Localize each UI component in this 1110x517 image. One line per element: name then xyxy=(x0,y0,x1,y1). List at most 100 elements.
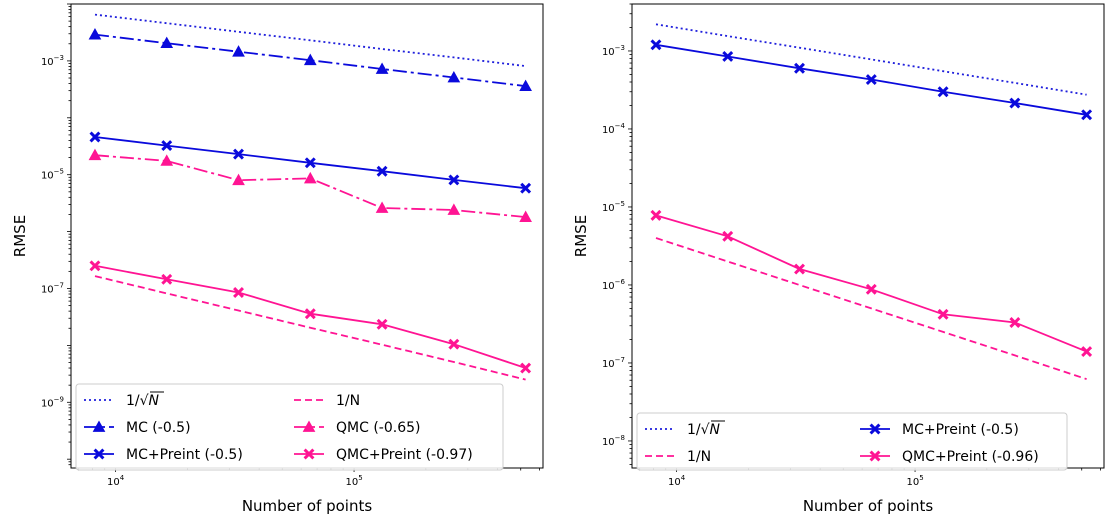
x-marker xyxy=(376,165,388,177)
legend-entry: MC (-0.5) xyxy=(84,420,191,436)
series-1 xyxy=(655,23,1087,96)
x-marker xyxy=(1009,317,1021,328)
x-marker xyxy=(794,263,805,275)
series-line xyxy=(94,13,526,67)
x-marker xyxy=(794,62,805,74)
legend-label: 1/N xyxy=(687,449,711,465)
x-marker xyxy=(1009,97,1021,109)
legend-entry: MC+Preint (-0.5) xyxy=(860,422,1019,438)
chart-panel-1: 104 105 10−3 10−5 10−7 10−9 Number of points RM… xyxy=(11,3,544,515)
legend-box xyxy=(636,412,1068,471)
x-marker xyxy=(304,157,316,169)
triangle-marker xyxy=(302,420,316,432)
x-marker xyxy=(869,423,881,435)
x-marker xyxy=(304,308,316,320)
triangle-marker xyxy=(375,62,389,74)
x-marker xyxy=(865,74,877,86)
legend-entry: MC+Preint (-0.5) xyxy=(84,447,243,463)
series-4 xyxy=(650,209,1093,358)
legend-entry: QMC+Preint (-0.96) xyxy=(860,449,1039,465)
series-4 xyxy=(94,275,526,381)
x-tick-label: 105 xyxy=(906,474,923,488)
legend-entry: 1/√N xyxy=(84,391,164,409)
x-marker xyxy=(376,318,388,330)
series-line xyxy=(94,275,526,381)
legend-label: 1/N xyxy=(336,393,360,409)
series-line xyxy=(655,214,1087,353)
x-marker xyxy=(650,209,662,221)
triangle-marker xyxy=(303,53,317,66)
triangle-marker xyxy=(447,71,461,83)
triangle-marker xyxy=(375,201,389,213)
x-marker xyxy=(869,450,881,462)
axes-frame xyxy=(631,3,1105,469)
y-tick-label: 10−7 xyxy=(41,281,64,295)
x-marker xyxy=(722,51,734,62)
x-marker xyxy=(1081,109,1093,121)
y-tick-label: 10−9 xyxy=(41,395,64,409)
x-marker xyxy=(89,260,101,272)
series-5 xyxy=(88,148,532,222)
legend-label: QMC (-0.65) xyxy=(336,420,420,436)
triangle-marker xyxy=(160,36,174,49)
series-line xyxy=(655,237,1087,380)
legend-label: MC+Preint (-0.5) xyxy=(902,422,1019,438)
x-marker xyxy=(448,338,460,350)
legend-entry: QMC (-0.65) xyxy=(294,420,420,436)
series-2 xyxy=(655,237,1087,380)
legend-label: 1/√N xyxy=(126,393,160,409)
y-tick-label: 10−5 xyxy=(602,200,625,214)
legend-label: QMC+Preint (-0.96) xyxy=(902,449,1039,465)
legend: 1/√N 1/N MC+Preint (-0.5) QMC+Preint (-0.96… xyxy=(636,412,1068,471)
x-marker xyxy=(303,448,315,460)
series-1 xyxy=(94,13,526,67)
x-marker xyxy=(161,140,173,152)
legend-label: QMC+Preint (-0.97) xyxy=(336,447,473,463)
triangle-marker xyxy=(232,173,245,186)
y-tick-label: 10−3 xyxy=(41,54,64,68)
x-marker xyxy=(233,287,244,298)
y-axis-label: RMSE xyxy=(572,215,590,257)
x-marker xyxy=(89,131,101,143)
x-marker xyxy=(161,273,173,285)
x-marker xyxy=(93,448,105,460)
triangle-marker xyxy=(92,420,106,432)
x-marker xyxy=(937,308,949,320)
x-marker xyxy=(520,362,532,374)
y-tick-label: 10−4 xyxy=(602,122,626,136)
x-axis-label: Number of points xyxy=(242,497,373,515)
triangle-marker xyxy=(232,45,245,57)
x-marker xyxy=(650,39,662,51)
series-line xyxy=(655,23,1087,96)
x-marker xyxy=(448,174,460,186)
legend-label: 1/√N xyxy=(687,422,721,438)
legend-box xyxy=(75,383,504,471)
legend-entry: 1/N xyxy=(645,449,711,465)
legend-entry: 1/√N xyxy=(645,420,725,438)
legend-label: MC (-0.5) xyxy=(126,420,191,436)
y-axis-label: RMSE xyxy=(11,215,29,257)
series-3 xyxy=(89,131,532,194)
legend: 1/√N MC (-0.5) MC+Preint (-0.5) 1/N QMC (-0.… xyxy=(75,383,504,471)
triangle-marker xyxy=(519,79,532,92)
y-tick-label: 10−8 xyxy=(602,434,625,448)
y-tick-label: 10−7 xyxy=(602,356,625,370)
series-3 xyxy=(650,39,1093,121)
x-marker xyxy=(520,182,532,194)
x-marker xyxy=(1081,346,1093,358)
series-line xyxy=(94,264,526,369)
x-marker xyxy=(233,148,244,160)
legend-entry: 1/N xyxy=(294,393,360,409)
x-marker xyxy=(722,230,734,242)
legend-label: MC+Preint (-0.5) xyxy=(126,447,243,463)
series-6 xyxy=(89,260,532,374)
x-tick-label: 105 xyxy=(345,474,362,488)
x-axis-label: Number of points xyxy=(803,497,934,515)
triangle-marker xyxy=(447,203,461,215)
triangle-marker xyxy=(88,28,102,40)
x-marker xyxy=(865,283,877,295)
x-marker xyxy=(937,86,949,98)
triangle-marker xyxy=(160,154,174,166)
series-2 xyxy=(88,28,532,92)
